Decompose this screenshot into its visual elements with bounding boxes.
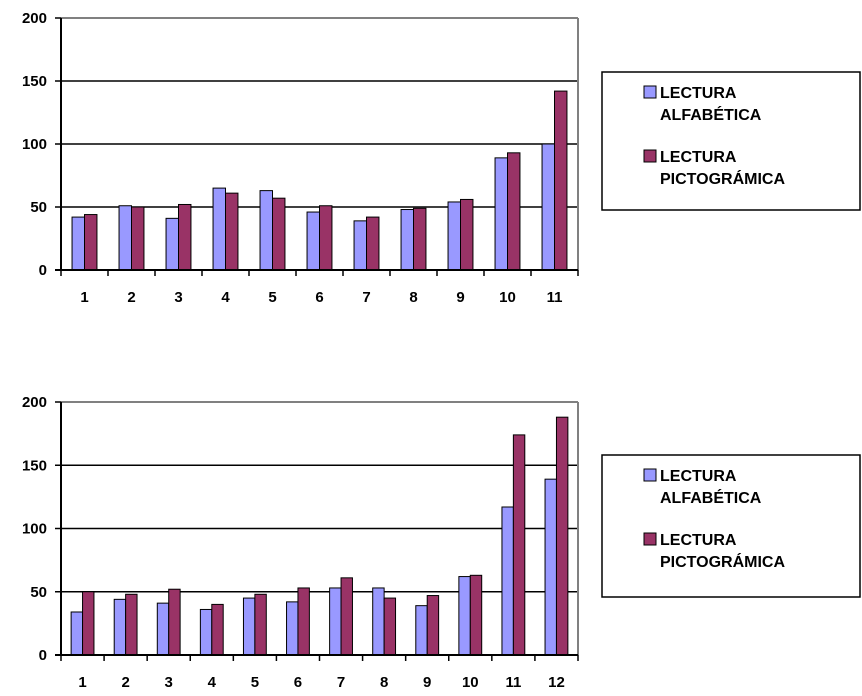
bar-series2-cat2: [125, 593, 138, 656]
x-tick-label: 4: [221, 289, 230, 306]
bar-series2-cat10: [507, 152, 521, 271]
bar-series2-cat6: [319, 205, 333, 271]
bar-series1-cat12: [544, 478, 557, 656]
y-tick-label: 200: [22, 10, 47, 27]
bar-series2-cat11: [512, 434, 526, 656]
bar-series1-cat9: [415, 605, 428, 656]
legend-swatch-series1: [643, 468, 657, 482]
x-tick-label: 3: [174, 289, 182, 306]
bar-series1-cat2: [113, 598, 127, 656]
y-tick-label: 200: [22, 394, 47, 411]
legend-swatch-series2: [643, 532, 657, 546]
x-tick-label: 11: [505, 674, 521, 691]
x-tick-label: 1: [78, 674, 86, 691]
x-tick-label: 5: [251, 674, 259, 691]
y-tick-label: 100: [22, 521, 47, 538]
x-tick-label: 10: [499, 289, 516, 306]
x-tick-label: 8: [409, 289, 417, 306]
bar-series1-cat4: [199, 608, 213, 656]
legend-label-series1: ALFABÉTICA: [660, 105, 762, 124]
x-tick-label: 12: [548, 674, 565, 691]
bar-series1-cat8: [400, 209, 415, 271]
y-tick-label: 150: [22, 457, 47, 474]
bar-series1-cat6: [286, 601, 299, 656]
bar-series1-cat8: [372, 587, 385, 656]
y-tick-label: 50: [30, 584, 47, 601]
bar-series1-cat3: [165, 217, 179, 271]
bar-series1-cat5: [259, 190, 274, 271]
bar-series2-cat6: [297, 587, 310, 656]
bar-series2-cat12: [555, 416, 569, 656]
bar-series1-cat11: [501, 506, 514, 656]
legend-label-series2: LECTURA: [660, 532, 737, 549]
bar-series2-cat4: [225, 192, 239, 271]
x-tick-label: 6: [315, 289, 323, 306]
y-tick-label: 100: [22, 136, 47, 153]
bar-series1-cat5: [242, 597, 256, 656]
bar-series1-cat1: [71, 216, 85, 271]
bar-series1-cat7: [329, 587, 342, 656]
legend: LECTURA ALFABÉTICA LECTURA PICTOGRÁMICA: [601, 454, 861, 598]
legend-label-series1: ALFABÉTICA: [660, 488, 762, 507]
bar-series2-cat11: [554, 90, 568, 271]
bar-series2-cat5: [272, 197, 286, 271]
bar-series2-cat1: [84, 214, 98, 271]
x-tick-label: 5: [268, 289, 276, 306]
bar-series2-cat9: [460, 198, 474, 271]
bar-series2-cat3: [168, 588, 181, 656]
x-tick-label: 6: [294, 674, 302, 691]
chart-1: 1 2 3 4 5 6 7 8 9 10 11 0 50 100 150 200 LECTURA ALFABÉTI…: [22, 10, 861, 306]
x-tick-label: 9: [423, 674, 431, 691]
legend-label-series2: PICTOGRÁMICA: [660, 169, 785, 188]
bar-series2-cat8: [383, 597, 397, 656]
x-tick-label: 1: [80, 289, 88, 306]
bar-series2-cat10: [469, 574, 483, 656]
bar-series2-cat4: [211, 603, 224, 656]
chart-2: 1 2 3 4 5 6 7 8 9 10 11 12050100150200LECTURAALFABÉ…: [22, 394, 861, 691]
bar-series1-cat3: [156, 602, 170, 656]
legend: LECTURA ALFABÉTICA LECTURA PICTOGRÁMICA: [601, 71, 861, 211]
x-tick-label: 8: [380, 674, 388, 691]
legend-swatch-series1: [643, 85, 657, 99]
bar-series2-cat3: [178, 203, 192, 271]
x-tick-label: 9: [456, 289, 464, 306]
bar-series1-cat4: [212, 187, 226, 271]
x-tick-label: 2: [127, 289, 135, 306]
x-tick-label: 2: [121, 674, 129, 691]
x-tick-label: 7: [362, 289, 370, 306]
bar-series1-cat7: [353, 220, 368, 271]
legend-label-series1: LECTURA: [660, 85, 737, 102]
legend-label-series2: LECTURA: [660, 149, 737, 166]
bar-series1-cat6: [306, 211, 321, 271]
x-tick-label: 3: [165, 674, 173, 691]
bar-series1-cat10: [458, 576, 471, 656]
bar-series1-cat2: [118, 205, 132, 271]
y-tick-label: 50: [30, 199, 47, 216]
bar-series2-cat1: [82, 591, 95, 656]
x-tick-label: 10: [462, 674, 479, 691]
x-tick-label: 7: [337, 674, 345, 691]
legend-label-series1: LECTURA: [660, 468, 737, 485]
y-tick-label: 150: [22, 73, 47, 90]
bar-series2-cat7: [366, 216, 380, 271]
bar-series2-cat5: [254, 593, 267, 656]
y-tick-label: 0: [39, 262, 47, 279]
bar-series2-cat8: [413, 207, 427, 271]
x-tick-label: 11: [547, 289, 563, 306]
y-tick-label: 0: [39, 647, 47, 664]
bar-series1-cat10: [494, 157, 509, 271]
bar-series1-cat1: [70, 611, 84, 656]
bar-series1-cat11: [541, 143, 555, 271]
legend-swatch-series2: [643, 149, 657, 163]
bar-series1-cat9: [447, 201, 462, 271]
bar-series2-cat7: [340, 577, 353, 656]
legend-label-series2: PICTOGRÁMICA: [660, 552, 785, 571]
bar-series2-cat9: [426, 595, 440, 656]
bar-series2-cat2: [131, 206, 145, 271]
x-tick-label: 4: [208, 674, 217, 691]
